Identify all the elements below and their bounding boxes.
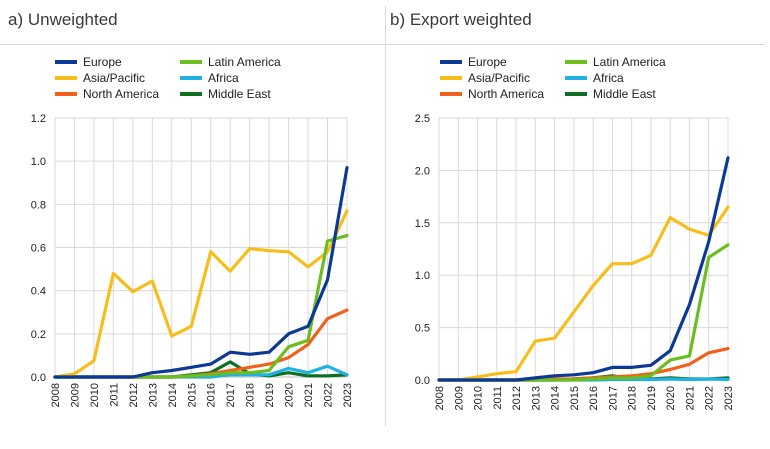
panel-export-weighted: b) Export weighted Europe Latin America As… — [385, 0, 770, 449]
y-tick-label: 0.0 — [31, 372, 46, 384]
x-tick-label: 2017 — [607, 386, 619, 410]
line-chart-export-weighted: 0.0 0.5 1.0 1.5 2.0 2.5 2008 2009 2010 2011 2012 20… — [415, 113, 735, 410]
panel-divider — [385, 6, 386, 426]
series-line-europe — [437, 156, 730, 382]
legend-label: Africa — [593, 70, 624, 85]
x-tick-label: 2019 — [264, 383, 276, 407]
y-tick-label: 2.0 — [415, 165, 430, 177]
legend-swatch — [440, 59, 462, 64]
legend-swatch — [55, 91, 77, 96]
x-tick-label: 2009 — [453, 386, 465, 410]
legend-label: Middle East — [208, 86, 271, 101]
series-line-europe — [53, 165, 349, 379]
x-tick-label: 2019 — [646, 386, 658, 410]
x-tick-label: 2008 — [50, 383, 62, 407]
x-tick-label: 2010 — [89, 383, 101, 407]
x-tick-label: 2015 — [186, 383, 198, 407]
legend-label: Latin America — [208, 54, 281, 69]
y-tick-label: 2.5 — [415, 113, 430, 125]
line-chart-unweighted: 0.0 0.2 0.4 0.6 0.8 1.0 1.2 2008 2009 2010 2011 201… — [31, 113, 354, 407]
legend-item-latin-america: Latin America — [565, 54, 666, 69]
legend-label: Asia/Pacific — [83, 70, 146, 85]
chart-title-unweighted: a) Unweighted — [8, 10, 118, 29]
x-tick-label: 2018 — [627, 386, 639, 410]
series-line-asia-pacific — [437, 205, 730, 382]
x-tick-label: 2020 — [665, 386, 677, 410]
x-tick-label: 2016 — [206, 383, 218, 407]
legend-swatch — [565, 59, 587, 64]
legend-item-north-america: North America — [440, 86, 544, 101]
y-tick-label: 1.0 — [31, 156, 46, 168]
x-tick-label: 2022 — [323, 383, 335, 407]
y-tick-label: 0.4 — [31, 286, 46, 298]
x-tick-label: 2013 — [530, 386, 542, 410]
x-tick-label: 2012 — [128, 383, 140, 407]
series-line-latin-america — [53, 234, 349, 379]
x-tick-label: 2020 — [284, 383, 296, 407]
legend-item-africa: Africa — [565, 70, 624, 85]
x-tick-label: 2014 — [167, 383, 179, 407]
y-tick-label: 0.0 — [415, 375, 430, 387]
panel-unweighted: a) Unweighted Europe Latin America Asia/Pa… — [0, 10, 385, 407]
x-tick-label: 2012 — [511, 386, 523, 410]
x-tick-label: 2011 — [108, 383, 120, 407]
legend-item-north-america: North America — [55, 86, 159, 101]
legend-item-africa: Africa — [180, 70, 239, 85]
x-tick-label: 2018 — [245, 383, 257, 407]
legend-item-middle-east: Middle East — [180, 86, 271, 101]
legend-item-middle-east: Middle East — [565, 86, 656, 101]
legend-item-asia-pacific: Asia/Pacific — [55, 70, 145, 85]
legend-swatch — [55, 75, 77, 80]
x-tick-label: 2021 — [303, 383, 315, 407]
x-tick-label: 2022 — [704, 386, 716, 410]
legend-export-weighted: Europe Latin America Asia/Pacific Africa Nor… — [440, 54, 700, 104]
title-divider — [0, 44, 385, 45]
legend-label: Asia/Pacific — [468, 70, 531, 85]
y-tick-label: 0.8 — [31, 199, 46, 211]
x-tick-label: 2013 — [147, 383, 159, 407]
y-tick-label: 1.5 — [415, 218, 430, 230]
legend-swatch — [180, 59, 202, 64]
legend-swatch — [565, 91, 587, 96]
legend-label: North America — [83, 86, 160, 101]
x-tick-label: 2008 — [434, 386, 446, 410]
legend-swatch — [440, 75, 462, 80]
legend-item-europe: Europe — [55, 54, 122, 69]
legend-label: Africa — [208, 70, 239, 85]
x-tick-label: 2023 — [723, 386, 735, 410]
legend-swatch — [565, 75, 587, 80]
x-tick-label: 2016 — [588, 386, 600, 410]
legend-unweighted: Europe Latin America Asia/Pacific Africa Nor… — [55, 54, 315, 104]
legend-label: North America — [468, 86, 545, 101]
legend-label: Europe — [83, 54, 122, 69]
legend-swatch — [180, 75, 202, 80]
legend-swatch — [180, 91, 202, 96]
y-tick-label: 1.2 — [31, 113, 46, 125]
title-divider — [385, 44, 765, 45]
y-tick-label: 0.6 — [31, 243, 46, 255]
x-tick-label: 2014 — [550, 386, 562, 410]
x-tick-label: 2009 — [69, 383, 81, 407]
chart-title-export-weighted: b) Export weighted — [390, 10, 532, 29]
x-tick-label: 2011 — [492, 386, 504, 410]
legend-item-asia-pacific: Asia/Pacific — [440, 70, 530, 85]
legend-swatch — [440, 91, 462, 96]
legend-swatch — [55, 59, 77, 64]
x-tick-label: 2010 — [473, 386, 485, 410]
legend-item-europe: Europe — [440, 54, 507, 69]
x-tick-label: 2017 — [225, 383, 237, 407]
legend-label: Middle East — [593, 86, 656, 101]
x-tick-label: 2015 — [569, 386, 581, 410]
y-tick-label: 0.5 — [415, 323, 430, 335]
legend-label: Latin America — [593, 54, 666, 69]
x-tick-label: 2021 — [684, 386, 696, 410]
y-tick-label: 0.2 — [31, 329, 46, 341]
series-line-asia-pacific — [53, 209, 349, 379]
legend-label: Europe — [468, 54, 507, 69]
y-tick-label: 1.0 — [415, 270, 430, 282]
legend-item-latin-america: Latin America — [180, 54, 281, 69]
x-tick-label: 2023 — [342, 383, 354, 407]
